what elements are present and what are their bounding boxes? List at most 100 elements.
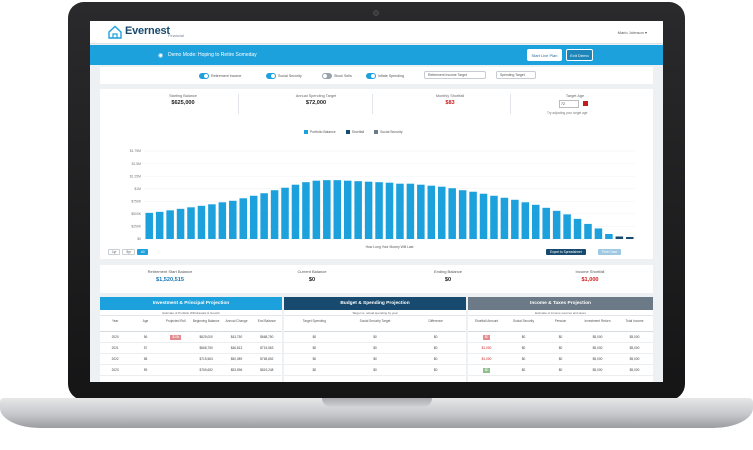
chart-bar[interactable] bbox=[323, 180, 331, 239]
chart-bar[interactable] bbox=[531, 204, 540, 239]
chart-bar[interactable] bbox=[375, 182, 383, 239]
export-spreadsheet-button[interactable]: Export to Spreadsheet bbox=[546, 249, 586, 255]
legend-swatch bbox=[345, 130, 350, 135]
table-row: 2023 59 $765,652 $53,596 $819,248 bbox=[100, 365, 282, 376]
chart-bar[interactable] bbox=[584, 223, 592, 239]
chart-bar[interactable] bbox=[406, 183, 415, 239]
chart-bar[interactable] bbox=[208, 204, 216, 239]
chart-bar[interactable] bbox=[302, 182, 310, 239]
toggle-stock-sells[interactable]: Stock Sells bbox=[322, 72, 352, 80]
column-header[interactable]: Annual Change bbox=[225, 319, 248, 323]
chart-bar[interactable] bbox=[333, 180, 342, 239]
column-header[interactable]: Investment Return bbox=[584, 319, 611, 323]
table-title: Income & Taxes Projection bbox=[468, 297, 653, 310]
chart-bar[interactable] bbox=[218, 202, 227, 239]
app-logo-text[interactable]: Evernest bbox=[125, 25, 170, 37]
column-header[interactable]: Projected Roll bbox=[165, 319, 186, 323]
chart-bar[interactable] bbox=[249, 195, 258, 239]
chart-bar[interactable] bbox=[229, 200, 237, 239]
chart-bar[interactable] bbox=[563, 214, 571, 239]
table-row: $1,000 $0 $0 $5,000 $5,000 bbox=[468, 343, 653, 354]
spending-target-select[interactable]: Spending Target bbox=[496, 71, 536, 79]
start-live-plan-button[interactable]: Start Live Plan bbox=[527, 49, 562, 61]
chart-bar[interactable] bbox=[437, 186, 446, 239]
column-header[interactable]: Target Spending bbox=[302, 319, 326, 323]
chart-bar[interactable] bbox=[197, 205, 206, 239]
user-menu[interactable]: Mario Johnson ▾ bbox=[617, 30, 647, 35]
chart-bar[interactable] bbox=[281, 187, 289, 239]
shortfall-badge: $0 bbox=[482, 368, 491, 373]
chart-bar[interactable] bbox=[552, 210, 561, 239]
chart-bar[interactable] bbox=[427, 185, 436, 239]
legend-label: Shortfall bbox=[351, 130, 365, 134]
print-chart-button[interactable]: Print Chart bbox=[598, 249, 622, 255]
column-header[interactable]: Year bbox=[111, 319, 119, 323]
table-cell bbox=[161, 354, 191, 364]
column-header[interactable]: Pension bbox=[554, 319, 567, 323]
table-cell: $5,000 bbox=[629, 346, 640, 350]
column-header[interactable]: Social Security bbox=[512, 319, 535, 323]
chart-bar[interactable] bbox=[521, 202, 530, 239]
toggle-social-security[interactable]: Social Security bbox=[266, 72, 302, 80]
column-header[interactable]: Social Security Target bbox=[359, 319, 391, 323]
retirement-target-select[interactable]: Retirement Income Target bbox=[424, 71, 486, 79]
column-header[interactable]: Shortfall Amount bbox=[474, 319, 499, 323]
chart-bar[interactable] bbox=[354, 181, 362, 239]
chart-bar[interactable] bbox=[385, 182, 394, 239]
chart-bar[interactable] bbox=[542, 207, 550, 239]
chart-bar[interactable] bbox=[469, 191, 477, 239]
chart-bar[interactable] bbox=[145, 212, 153, 239]
chart-bar[interactable] bbox=[490, 195, 498, 239]
chart-bar[interactable] bbox=[187, 207, 195, 239]
switch-icon bbox=[366, 73, 376, 79]
zoom-all-button[interactable]: All bbox=[136, 249, 149, 255]
chart-bar[interactable] bbox=[239, 198, 248, 239]
chart-bar[interactable] bbox=[176, 208, 185, 239]
chart-bar[interactable] bbox=[458, 190, 467, 239]
legend-item[interactable]: Shortfall bbox=[345, 130, 365, 135]
zoom-controls: 1yr 5yr All bbox=[108, 249, 149, 255]
table-cell: 2022 bbox=[111, 357, 119, 361]
chart-bar[interactable] bbox=[594, 228, 603, 239]
legend-item[interactable]: Portfolio Balance bbox=[304, 130, 336, 135]
column-header[interactable]: Difference bbox=[428, 319, 443, 323]
target-age-input[interactable]: 72 bbox=[559, 100, 579, 108]
chart-bar[interactable] bbox=[615, 236, 624, 239]
column-header[interactable]: Beginning Balance bbox=[192, 319, 220, 323]
chart-bar[interactable] bbox=[364, 181, 373, 239]
chart-bar[interactable] bbox=[312, 180, 321, 239]
toggle-label: Retirement Income bbox=[211, 74, 242, 78]
column-header[interactable]: End Balance bbox=[257, 319, 276, 323]
chart-bar[interactable] bbox=[260, 193, 268, 239]
chart-bar[interactable] bbox=[500, 197, 509, 239]
chart-bar[interactable] bbox=[626, 236, 634, 239]
legend-item[interactable]: Social Security bbox=[374, 130, 403, 135]
chart-bar[interactable] bbox=[511, 199, 519, 239]
chart-bar[interactable] bbox=[479, 193, 488, 239]
demo-mode-bar: ◉ Demo Mode: Hoping to Retire Someday St… bbox=[90, 45, 663, 65]
y-tick-label: $750K bbox=[131, 199, 142, 203]
eye-icon: ◉ bbox=[158, 53, 164, 59]
chart-bar[interactable] bbox=[166, 210, 174, 239]
toggle-inflate-spending[interactable]: Inflate Spending bbox=[366, 72, 404, 80]
chart-bar[interactable] bbox=[396, 183, 404, 239]
chart-bar[interactable] bbox=[605, 233, 613, 239]
column-header[interactable]: Total Income bbox=[625, 319, 644, 323]
table-row: $0 $0 $0 bbox=[284, 332, 466, 343]
chart-bar[interactable] bbox=[155, 211, 164, 239]
chart-bar[interactable] bbox=[291, 184, 300, 239]
chart-bar[interactable] bbox=[573, 218, 582, 239]
chart-bar[interactable] bbox=[448, 188, 456, 239]
exit-demo-button[interactable]: Exit Demo bbox=[566, 49, 593, 61]
projection-tables: Investment & Principal Projection Estima… bbox=[100, 297, 653, 382]
zoom-1yr-button[interactable]: 1yr bbox=[108, 249, 121, 255]
chart-bar[interactable] bbox=[417, 184, 425, 239]
chart-bar[interactable] bbox=[343, 180, 352, 239]
zoom-5yr-button[interactable]: 5yr bbox=[122, 249, 135, 255]
table-cell: $819,248 bbox=[260, 368, 274, 372]
chart-bar[interactable] bbox=[270, 190, 279, 239]
column-header[interactable]: Age bbox=[142, 319, 149, 323]
toggle-retirement-income[interactable]: Retirement Income bbox=[199, 72, 241, 80]
table-subtitle: Estimate of Portfolio Withdrawals & Grow… bbox=[100, 310, 282, 316]
balance-label: Ending Balance bbox=[433, 269, 463, 274]
